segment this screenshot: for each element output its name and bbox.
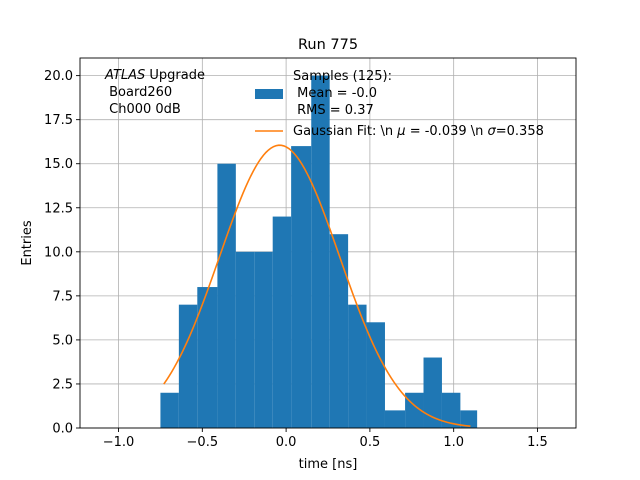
y-tick-label-4: 10.0: [44, 245, 73, 260]
annotation-upgrade: Upgrade: [145, 68, 205, 83]
histogram-bar-4: [235, 251, 255, 428]
legend-hist-line-2: Mean = -0.0: [293, 86, 377, 101]
y-tick-label-8: 20.0: [44, 69, 73, 84]
histogram-bar-8: [311, 75, 330, 428]
legend-fit-label: Gaussian Fit: \n μ = -0.039 \n σ=0.358: [293, 124, 544, 139]
histogram-bar-0: [160, 392, 179, 428]
y-tick-label-3: 7.5: [52, 289, 73, 304]
gaussian-fit-line: [163, 144, 471, 428]
annotation-line-1: ATLAS Upgrade: [104, 68, 205, 83]
histogram-bar-15: [441, 392, 461, 428]
histogram-bar-11: [366, 322, 385, 428]
legend: Samples (125): Mean = -0.0 RMS = 0.37 Ga…: [255, 69, 544, 139]
plot-frame: [79, 57, 577, 429]
legend-hist-line-3: RMS = 0.37: [293, 103, 374, 118]
histogram-bars: [160, 75, 478, 428]
y-tick-label-7: 17.5: [44, 113, 73, 128]
y-tick-label-2: 5.0: [52, 333, 73, 348]
x-axis-label: time [ns]: [299, 457, 358, 472]
y-axis-label: Entries: [20, 220, 35, 266]
legend-hist-line-1: Samples (125):: [293, 69, 392, 84]
x-axis-ticks: −1.0 −0.5 0.0 0.5 1.0 1.5: [103, 428, 548, 450]
legend-hist-swatch: [255, 89, 283, 99]
histogram-bar-9: [329, 234, 349, 428]
histogram-bar-10: [348, 304, 367, 428]
histogram-bar-7: [291, 146, 312, 428]
legend-fit-mu: μ: [396, 124, 405, 139]
annotation-atlas: ATLAS: [104, 68, 145, 83]
y-tick-label-6: 15.0: [44, 157, 73, 172]
annotation-line-2: Board260: [105, 85, 172, 100]
x-tick-label-2: 0.0: [276, 435, 297, 450]
histogram-bar-2: [197, 287, 218, 428]
histogram-bar-6: [272, 216, 292, 428]
annotation-line-3: Ch000 0dB: [105, 102, 181, 117]
histogram-bar-16: [460, 410, 478, 428]
legend-fit-mid: = -0.039 \n: [406, 124, 488, 139]
x-tick-label-5: 1.5: [527, 435, 548, 450]
histogram-bar-5: [254, 251, 273, 428]
histogram-bar-3: [217, 163, 236, 428]
x-tick-label-1: −0.5: [187, 435, 219, 450]
x-tick-label-3: 0.5: [360, 435, 381, 450]
legend-fit-prefix: Gaussian Fit: \n: [293, 124, 397, 139]
histogram-bar-12: [384, 410, 406, 428]
y-axis-ticks: 0.0 2.5 5.0 7.5 10.0 12.5 15.0 17.5 20.0: [44, 69, 80, 437]
histogram-bar-1: [178, 304, 198, 428]
x-tick-label-0: −1.0: [103, 435, 135, 450]
y-tick-label-0: 0.0: [52, 422, 73, 437]
y-tick-label-5: 12.5: [44, 201, 73, 216]
chart-title: Run 775: [298, 37, 358, 53]
legend-fit-sigma: σ: [488, 124, 497, 139]
x-tick-label-4: 1.0: [443, 435, 464, 450]
gaussian-fit: [163, 144, 471, 428]
histogram-bar-14: [423, 357, 442, 428]
atlas-annotation: ATLAS Upgrade Board260 Ch000 0dB: [104, 68, 205, 117]
y-tick-label-1: 2.5: [52, 377, 73, 392]
legend-fit-suffix: =0.358: [496, 124, 544, 139]
